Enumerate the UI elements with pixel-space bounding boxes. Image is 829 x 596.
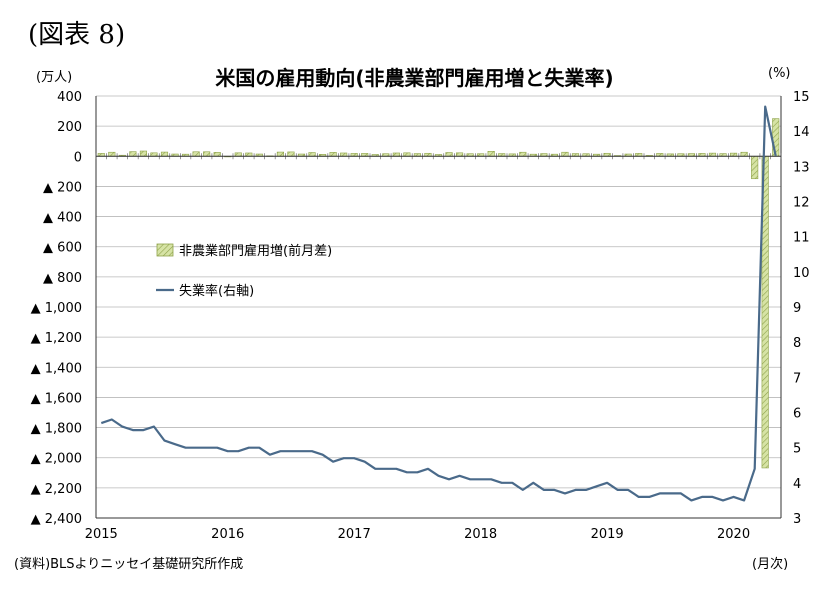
left-tick-label: ▲ 600 bbox=[43, 241, 82, 256]
left-axis-unit: (万人) bbox=[36, 70, 73, 85]
bar bbox=[192, 151, 200, 157]
right-tick-label: 13 bbox=[793, 160, 810, 175]
bar bbox=[751, 155, 759, 180]
chart-title: 米国の雇用動向(非農業部門雇用増と失業率) bbox=[215, 66, 614, 90]
bar bbox=[772, 118, 780, 157]
x-tick-label: 2017 bbox=[338, 527, 371, 542]
unemployment-line bbox=[100, 105, 777, 502]
x-tick-label: 2018 bbox=[464, 527, 497, 542]
bar bbox=[740, 151, 748, 157]
bar bbox=[403, 152, 411, 157]
bar bbox=[203, 151, 211, 157]
left-tick-label: ▲ 1,600 bbox=[31, 391, 82, 406]
left-tick-label: ▲ 1,800 bbox=[31, 422, 82, 437]
bar bbox=[519, 151, 527, 157]
legend: 非農業部門雇用増(前月差) 失業率(右軸) bbox=[156, 243, 332, 299]
bar bbox=[276, 151, 284, 157]
right-tick-label: 11 bbox=[793, 231, 810, 246]
bar bbox=[213, 152, 221, 157]
x-tick-label: 2020 bbox=[717, 527, 750, 542]
left-tick-label: ▲ 2,000 bbox=[31, 452, 82, 467]
right-tick-label: 3 bbox=[793, 512, 801, 527]
figure-label: (図表 8) bbox=[28, 20, 126, 50]
right-tick-label: 7 bbox=[793, 371, 801, 386]
left-tick-label: ▲ 1,000 bbox=[31, 301, 82, 316]
left-tick-label: ▲ 200 bbox=[43, 180, 82, 195]
x-tick-label: 2016 bbox=[211, 527, 244, 542]
bar bbox=[329, 152, 337, 157]
bar bbox=[139, 150, 147, 157]
x-tick-label: 2015 bbox=[85, 527, 118, 542]
gridlines bbox=[96, 95, 781, 519]
left-tick-label: ▲ 1,200 bbox=[31, 331, 82, 346]
right-tick-label: 6 bbox=[793, 407, 801, 422]
right-tick-label: 12 bbox=[793, 196, 810, 211]
left-tick-label: ▲ 2,200 bbox=[31, 482, 82, 497]
right-tick-label: 14 bbox=[793, 125, 810, 140]
left-tick-label: ▲ 800 bbox=[43, 271, 82, 286]
right-tick-label: 10 bbox=[793, 266, 810, 281]
right-tick-label: 8 bbox=[793, 336, 801, 351]
axes bbox=[95, 96, 782, 519]
x-tick-labels: 2015 2016 2017 2018 2019 2020 bbox=[85, 527, 750, 542]
bar bbox=[561, 151, 569, 157]
left-tick-label: 200 bbox=[57, 120, 82, 135]
right-tick-label: 5 bbox=[793, 442, 801, 457]
bar bbox=[234, 152, 242, 157]
bar bbox=[287, 151, 295, 157]
line-series bbox=[100, 105, 777, 502]
legend-label-line: 失業率(右軸) bbox=[179, 283, 254, 299]
right-axis-unit: (%) bbox=[768, 66, 791, 81]
right-tick-label: 9 bbox=[793, 301, 801, 316]
x-tick-label: 2019 bbox=[591, 527, 624, 542]
left-tick-label: 400 bbox=[57, 90, 82, 105]
x-axis-unit: (月次) bbox=[752, 557, 789, 572]
legend-swatch-bar bbox=[156, 243, 174, 257]
left-tick-label: ▲ 400 bbox=[43, 211, 82, 226]
right-tick-labels: 15 14 13 12 11 10 9 8 7 6 5 4 3 bbox=[793, 90, 810, 527]
left-tick-label: ▲ 1,400 bbox=[31, 361, 82, 376]
left-tick-labels: 400 200 0 ▲ 200 ▲ 400 ▲ 600 ▲ 800 ▲ 1,000 ▲ 1,20… bbox=[31, 90, 82, 527]
bar bbox=[150, 152, 158, 157]
bar bbox=[308, 152, 316, 157]
right-tick-label: 15 bbox=[793, 90, 810, 105]
bar bbox=[108, 151, 116, 157]
bar bbox=[456, 152, 464, 157]
left-tick-label: ▲ 2,400 bbox=[31, 512, 82, 527]
left-tick-label: 0 bbox=[74, 150, 82, 165]
source-note: (資料)BLSよりニッセイ基礎研究所作成 bbox=[14, 557, 244, 572]
bar bbox=[160, 151, 169, 157]
bar bbox=[445, 152, 453, 157]
bar bbox=[487, 151, 495, 157]
bar bbox=[129, 151, 137, 157]
legend-label-bar: 非農業部門雇用増(前月差) bbox=[179, 243, 332, 259]
right-tick-label: 4 bbox=[793, 477, 801, 492]
